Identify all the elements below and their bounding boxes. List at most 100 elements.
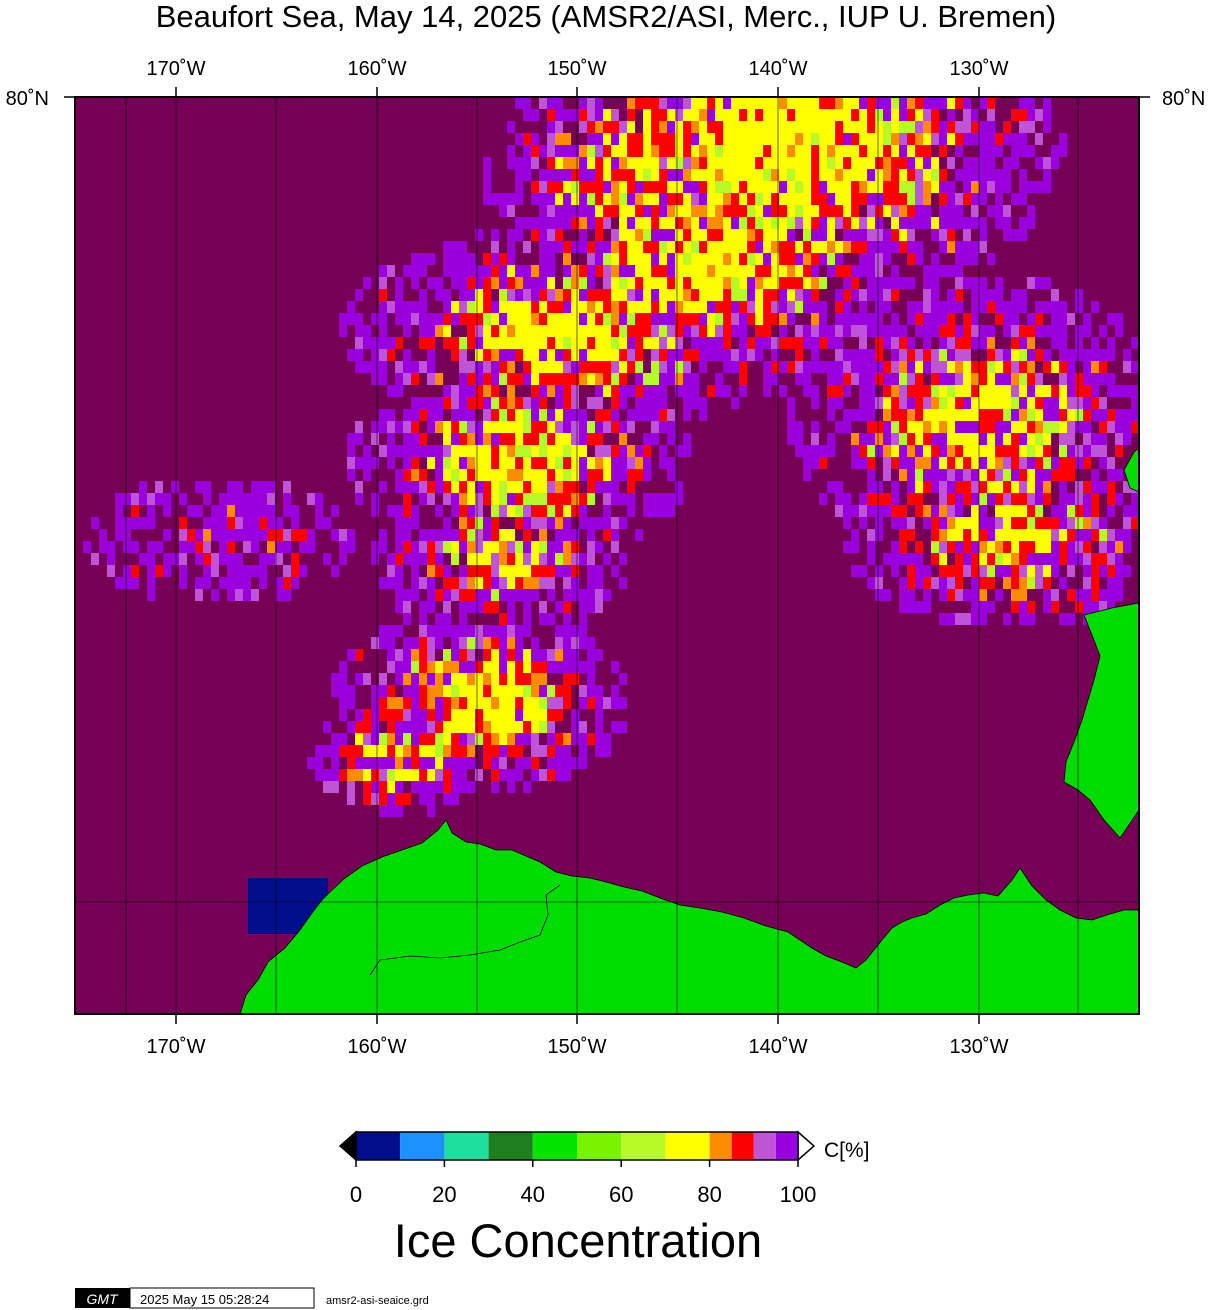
colorbar-bin-11 bbox=[775, 1132, 798, 1160]
ice-cell bbox=[747, 97, 755, 109]
ice-cell bbox=[491, 421, 499, 433]
ice-cell bbox=[883, 109, 891, 121]
ice-cell bbox=[355, 433, 363, 445]
ice-cell bbox=[539, 181, 547, 193]
ice-cell bbox=[243, 529, 251, 541]
ice-cell bbox=[635, 289, 643, 301]
ice-cell bbox=[835, 169, 843, 181]
ice-cell bbox=[507, 157, 515, 169]
ice-cell bbox=[603, 373, 611, 385]
ice-cell bbox=[83, 541, 91, 553]
ice-cell bbox=[363, 745, 371, 757]
ice-cell bbox=[691, 217, 699, 229]
ice-cell bbox=[683, 325, 691, 337]
ice-cell bbox=[371, 433, 379, 445]
ice-cell bbox=[843, 373, 851, 385]
ice-cell bbox=[627, 481, 635, 493]
ice-cell bbox=[571, 565, 579, 577]
ice-cell bbox=[643, 241, 651, 253]
ice-cell bbox=[195, 505, 203, 517]
ice-cell bbox=[499, 589, 507, 601]
ice-cell bbox=[859, 385, 867, 397]
ice-cell bbox=[699, 241, 707, 253]
ice-cell bbox=[971, 385, 979, 397]
ice-cell bbox=[883, 157, 891, 169]
ice-cell bbox=[1075, 553, 1083, 565]
ice-cell bbox=[1035, 313, 1043, 325]
ice-cell bbox=[907, 97, 915, 109]
ice-cell bbox=[507, 253, 515, 265]
ice-cell bbox=[755, 337, 763, 349]
ice-cell bbox=[955, 469, 963, 481]
ice-cell bbox=[435, 625, 443, 637]
ice-cell bbox=[179, 541, 187, 553]
ice-cell bbox=[667, 289, 675, 301]
ice-cell bbox=[931, 157, 939, 169]
ice-cell bbox=[539, 205, 547, 217]
ice-cell bbox=[675, 157, 683, 169]
ice-cell bbox=[1075, 457, 1083, 469]
ice-cell bbox=[667, 205, 675, 217]
ice-cell bbox=[683, 133, 691, 145]
ice-cell bbox=[483, 541, 491, 553]
ice-cell bbox=[1003, 541, 1011, 553]
ice-cell bbox=[699, 109, 707, 121]
ice-cell bbox=[795, 265, 803, 277]
ice-cell bbox=[611, 325, 619, 337]
ice-cell bbox=[707, 241, 715, 253]
ice-cell bbox=[979, 337, 987, 349]
ice-cell bbox=[827, 265, 835, 277]
ice-cell bbox=[803, 109, 811, 121]
ice-cell bbox=[691, 109, 699, 121]
ice-cell bbox=[747, 253, 755, 265]
ice-cell bbox=[843, 421, 851, 433]
ice-cell bbox=[395, 289, 403, 301]
ice-cell bbox=[947, 385, 955, 397]
ice-cell bbox=[1027, 97, 1035, 109]
ice-cell bbox=[723, 265, 731, 277]
ice-cell bbox=[899, 241, 907, 253]
ice-cell bbox=[411, 397, 419, 409]
ice-cell bbox=[691, 253, 699, 265]
ice-cell bbox=[467, 361, 475, 373]
ice-cell bbox=[627, 361, 635, 373]
ice-cell bbox=[771, 193, 779, 205]
ice-cell bbox=[971, 493, 979, 505]
ice-cell bbox=[507, 397, 515, 409]
ice-cell bbox=[659, 289, 667, 301]
ice-cell bbox=[995, 433, 1003, 445]
colorbar-bin-10 bbox=[753, 1132, 776, 1160]
ice-cell bbox=[499, 493, 507, 505]
ice-cell bbox=[595, 361, 603, 373]
ice-cell bbox=[867, 529, 875, 541]
ice-cell bbox=[363, 721, 371, 733]
ice-cell bbox=[379, 301, 387, 313]
ice-cell bbox=[547, 721, 555, 733]
ice-cell bbox=[1075, 373, 1083, 385]
ice-cell bbox=[427, 625, 435, 637]
ice-cell bbox=[755, 133, 763, 145]
ice-cell bbox=[683, 361, 691, 373]
ice-cell bbox=[771, 133, 779, 145]
ice-cell bbox=[1059, 361, 1067, 373]
ice-cell bbox=[811, 349, 819, 361]
ice-cell bbox=[515, 157, 523, 169]
ice-cell bbox=[995, 397, 1003, 409]
ice-cell bbox=[891, 421, 899, 433]
ice-cell bbox=[499, 733, 507, 745]
ice-cell bbox=[491, 493, 499, 505]
ice-cell bbox=[515, 709, 523, 721]
ice-cell bbox=[1123, 421, 1131, 433]
ice-cell bbox=[963, 421, 971, 433]
ice-cell bbox=[899, 193, 907, 205]
ice-cell bbox=[795, 109, 803, 121]
ice-cell bbox=[955, 337, 963, 349]
ice-cell bbox=[371, 457, 379, 469]
ice-cell bbox=[635, 241, 643, 253]
ice-cell bbox=[387, 301, 395, 313]
ice-cell bbox=[475, 517, 483, 529]
ice-cell bbox=[923, 505, 931, 517]
ice-cell bbox=[883, 373, 891, 385]
ice-cell bbox=[539, 445, 547, 457]
ice-cell bbox=[147, 577, 155, 589]
